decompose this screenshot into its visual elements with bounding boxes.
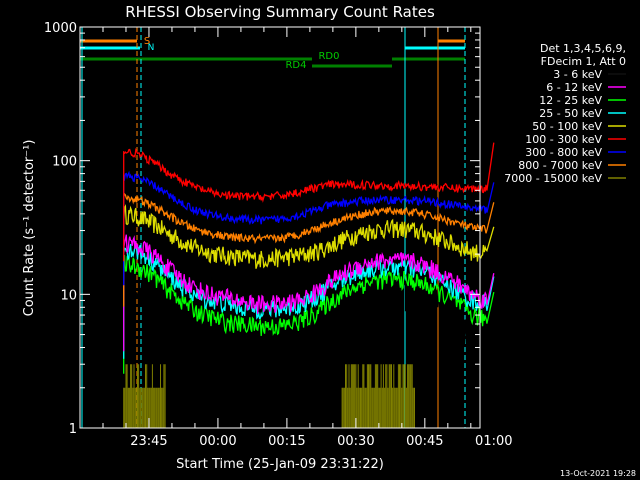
legend-label: 50 - 100 keV xyxy=(532,120,602,133)
legend-header: Det 1,3,4,5,6,9, xyxy=(540,42,626,55)
x-tick-label: 00:00 xyxy=(199,434,236,449)
annotation-rd0: RD0 xyxy=(318,51,339,62)
series-line-3-6-kev xyxy=(123,270,495,390)
legend-label: 800 - 7000 keV xyxy=(518,159,602,172)
x-tick-label: 00:15 xyxy=(268,434,305,449)
chart-title: RHESSI Observing Summary Count Rates xyxy=(125,3,435,21)
series-line-100-300-kev xyxy=(123,142,495,262)
legend-label: 300 - 800 keV xyxy=(525,146,602,159)
legend-label: 3 - 6 keV xyxy=(553,68,602,81)
series-line-50-100-kev xyxy=(123,204,495,324)
series-line-6-12-kev xyxy=(123,234,495,352)
series-line-800-7000-kev xyxy=(123,192,495,307)
y-axis-label: Count Rate (s⁻¹ detector⁻¹) xyxy=(22,140,37,317)
plot-frame xyxy=(79,26,481,429)
x-tick-label: 00:45 xyxy=(406,434,443,449)
annotation-s: S xyxy=(144,36,150,47)
x-axis-label: Start Time (25-Jan-09 23:31:22) xyxy=(176,457,384,472)
annotation-rd4: RD4 xyxy=(285,60,306,71)
legend-label: 7000 - 15000 keV xyxy=(504,172,602,185)
legend-label: 6 - 12 keV xyxy=(546,81,602,94)
y-tick-label: 1 xyxy=(69,422,77,437)
series-line-12-25-kev xyxy=(123,254,495,374)
y-tick-label: 100 xyxy=(52,155,77,170)
annotation-n: N xyxy=(148,43,155,53)
x-tick-label: 01:00 xyxy=(475,434,512,449)
legend-header: FDecim 1, Att 0 xyxy=(541,55,626,68)
legend-label: 100 - 300 keV xyxy=(525,133,602,146)
x-tick-label: 23:45 xyxy=(130,434,167,449)
series-line-25-50-kev xyxy=(123,243,495,359)
x-tick-label: 00:30 xyxy=(337,434,374,449)
axes: 1 10 100 1000 23:45 00:00 00:15 00:30 00:45 01:00 xyxy=(44,21,513,449)
series-line-300-800-kev xyxy=(123,170,495,286)
y-tick-label: 10 xyxy=(60,288,77,303)
y-tick-label: 1000 xyxy=(44,21,77,36)
series-line-7000-15000-kev xyxy=(123,364,415,428)
legend: Det 1,3,4,5,6,9,FDecim 1, Att 03 - 6 keV… xyxy=(504,42,626,185)
plot-area: SN RD0 RD4 xyxy=(80,27,495,428)
legend-label: 25 - 50 keV xyxy=(539,107,602,120)
footer-date: 13-Oct-2021 19:28 xyxy=(560,469,636,478)
legend-label: 12 - 25 keV xyxy=(539,94,602,107)
